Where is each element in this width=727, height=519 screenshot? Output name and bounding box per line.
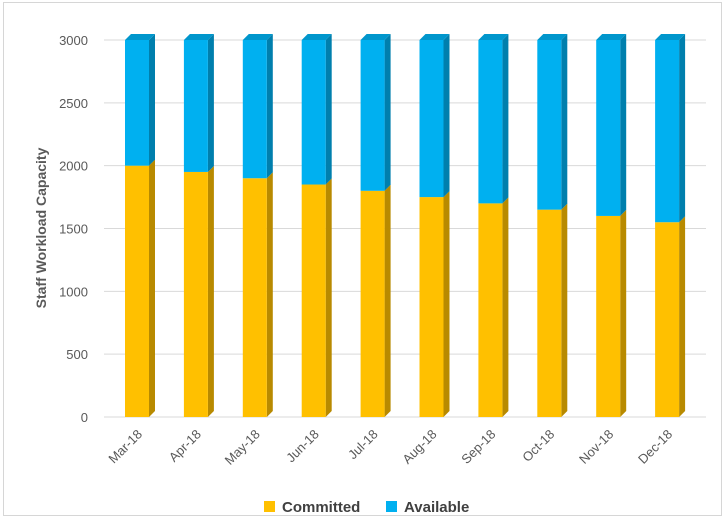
y-tick-label: 2500	[59, 96, 88, 111]
bar-committed-aug-18-side	[443, 191, 450, 417]
bar-committed-may-18-side	[266, 172, 273, 417]
bar-committed-nov-18	[596, 215, 621, 417]
y-axis-ticks: 0 500 1000 1500 2000 2500 3000	[59, 33, 88, 425]
bar-available-sep-18-side	[502, 34, 509, 204]
y-axis-title: Staff Workload Capacity	[33, 147, 49, 308]
bar-committed-jun-18-side	[325, 178, 332, 417]
x-tick-label: Sep-18	[458, 427, 498, 467]
bar-group-jun-18	[301, 34, 332, 417]
x-axis-ticks: Mar-18 Apr-18 May-18 Jun-18 Jul-18 Aug-18 Sep-…	[105, 427, 675, 468]
bar-committed-may-18	[242, 178, 267, 417]
bar-committed-mar-18	[125, 165, 149, 417]
bar-available-jul-18	[360, 40, 385, 191]
y-tick-label: 2000	[59, 159, 88, 174]
bar-available-jun-18-top	[301, 34, 332, 40]
bar-group-oct-18	[537, 34, 568, 417]
x-tick-label: Aug-18	[399, 427, 439, 467]
x-tick-label: Oct-18	[519, 427, 557, 465]
bar-available-aug-18-side	[443, 34, 450, 198]
bar-committed-sep-18-side	[502, 197, 509, 417]
x-tick-label: Jul-18	[345, 427, 381, 463]
bar-available-mar-18	[125, 40, 149, 166]
bar-committed-dec-18-side	[679, 216, 686, 417]
x-tick-label: Mar-18	[105, 427, 145, 467]
bar-committed-oct-18-side	[561, 203, 568, 417]
legend: Committed Available	[264, 499, 469, 516]
bar-group-dec-18	[655, 34, 686, 417]
bar-available-jul-18-top	[360, 34, 391, 40]
bar-committed-nov-18-side	[620, 209, 627, 417]
bar-available-apr-18-top	[183, 34, 214, 40]
bar-committed-mar-18-side	[149, 159, 155, 417]
bar-available-nov-18-side	[620, 34, 627, 216]
bar-available-dec-18-top	[655, 34, 686, 40]
bar-group-sep-18	[478, 34, 509, 417]
bar-committed-jun-18	[301, 184, 326, 417]
x-tick-label: Nov-18	[576, 427, 616, 467]
bar-available-may-18	[242, 40, 267, 179]
bar-available-oct-18	[537, 40, 562, 210]
bar-available-dec-18-side	[679, 34, 686, 223]
y-tick-label: 500	[66, 347, 88, 362]
bar-available-oct-18-side	[561, 34, 568, 210]
bar-group-aug-18	[419, 34, 450, 417]
bar-committed-oct-18	[537, 209, 562, 417]
bar-committed-jul-18-side	[384, 184, 391, 417]
bar-group-may-18	[242, 34, 273, 417]
bar-available-apr-18-side	[207, 34, 214, 172]
bar-available-jun-18-side	[325, 34, 332, 185]
bar-available-jul-18-side	[384, 34, 391, 191]
bar-group-mar-18	[125, 34, 155, 417]
bar-available-jun-18	[301, 40, 326, 185]
x-tick-label: Apr-18	[166, 427, 204, 465]
bar-available-aug-18	[419, 40, 444, 198]
bar-committed-sep-18	[478, 203, 503, 417]
x-tick-label: Dec-18	[635, 427, 675, 467]
legend-item-committed: Committed	[264, 499, 360, 516]
bar-committed-dec-18	[655, 222, 680, 417]
bar-available-sep-18-top	[478, 34, 509, 40]
bar-available-may-18-side	[266, 34, 273, 179]
bar-available-apr-18	[183, 40, 208, 172]
legend-item-available: Available	[386, 499, 469, 516]
bar-group-apr-18	[183, 34, 214, 417]
bar-group-nov-18	[596, 34, 627, 417]
bars	[125, 34, 686, 417]
legend-label: Available	[404, 499, 469, 516]
bar-available-mar-18-side	[149, 34, 155, 166]
bar-committed-apr-18-side	[207, 165, 214, 417]
x-tick-label: Jun-18	[283, 427, 322, 466]
bar-available-nov-18-top	[596, 34, 627, 40]
bar-committed-aug-18	[419, 197, 444, 417]
y-tick-label: 1500	[59, 222, 88, 237]
y-tick-label: 0	[81, 410, 88, 425]
legend-swatch	[386, 501, 397, 512]
bar-available-nov-18	[596, 40, 621, 216]
y-tick-label: 1000	[59, 284, 88, 299]
legend-swatch	[264, 501, 275, 512]
bar-available-dec-18	[655, 40, 680, 223]
bar-committed-jul-18	[360, 190, 385, 417]
x-tick-label: May-18	[222, 427, 263, 468]
y-tick-label: 3000	[59, 33, 88, 48]
bar-available-mar-18-top	[125, 34, 155, 40]
bar-available-aug-18-top	[419, 34, 450, 40]
legend-label: Committed	[282, 499, 360, 516]
bar-committed-apr-18	[183, 171, 208, 417]
bar-available-sep-18	[478, 40, 503, 204]
bar-group-jul-18	[360, 34, 391, 417]
bar-available-may-18-top	[242, 34, 273, 40]
bar-available-oct-18-top	[537, 34, 568, 40]
